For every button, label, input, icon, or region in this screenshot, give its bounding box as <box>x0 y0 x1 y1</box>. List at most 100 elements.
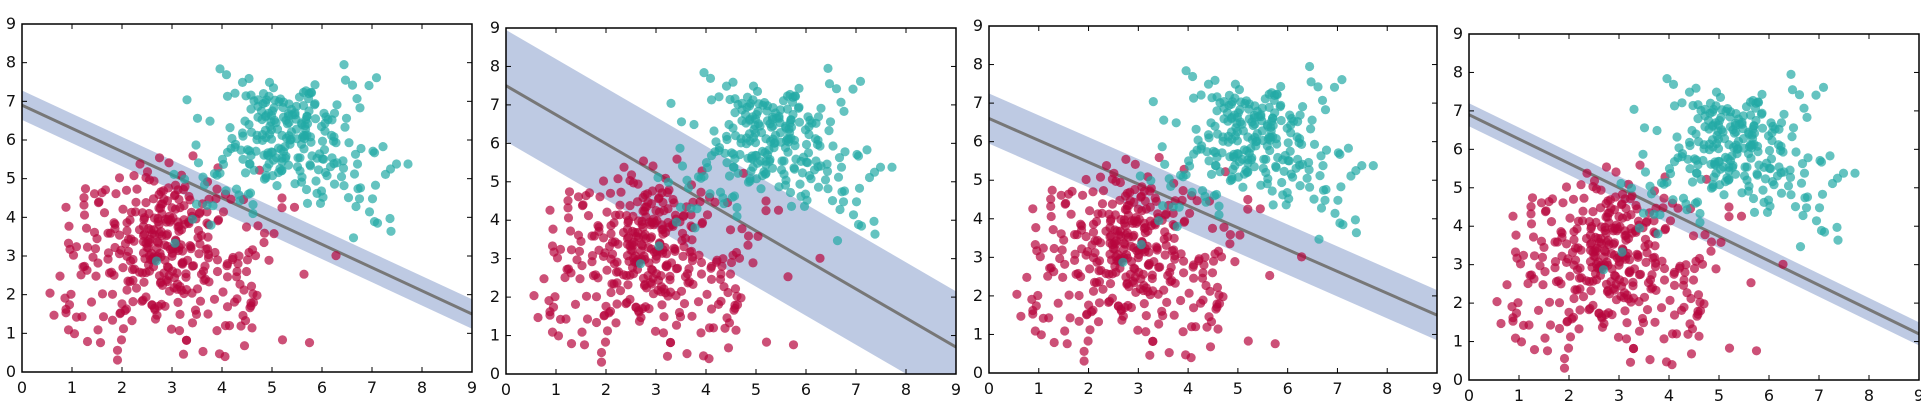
data-point <box>1028 204 1038 214</box>
data-point <box>1212 152 1222 162</box>
data-point <box>761 337 772 347</box>
data-point <box>1569 235 1579 245</box>
data-point <box>222 91 233 101</box>
data-point <box>1197 141 1207 151</box>
data-point <box>127 316 137 326</box>
data-point <box>1304 165 1314 175</box>
data-point <box>786 115 796 125</box>
data-point <box>705 189 715 199</box>
data-point <box>638 156 649 166</box>
data-point <box>142 242 152 253</box>
data-point <box>1760 174 1771 184</box>
data-point <box>1169 310 1179 320</box>
data-point <box>86 297 97 307</box>
data-point <box>822 166 833 176</box>
data-point <box>329 179 340 189</box>
data-point <box>1141 327 1151 337</box>
data-point <box>339 60 349 70</box>
data-point <box>647 186 658 196</box>
data-point <box>1700 122 1710 132</box>
data-point <box>705 73 716 83</box>
data-point <box>212 255 223 265</box>
data-point <box>319 145 330 155</box>
data-point <box>1673 203 1683 213</box>
data-point <box>1336 182 1346 192</box>
data-point <box>1773 140 1784 150</box>
y-tick-label: 9 <box>973 16 983 35</box>
data-point <box>587 251 598 261</box>
data-point <box>1292 0 1301 5</box>
data-point <box>326 0 335 5</box>
data-point <box>1241 96 1251 106</box>
data-point <box>1291 163 1301 173</box>
data-point <box>331 251 341 261</box>
data-point <box>701 158 712 168</box>
decision-boundary <box>506 84 956 349</box>
data-point <box>782 104 793 114</box>
data-point <box>1160 159 1170 169</box>
y-tick-label: 8 <box>490 56 500 75</box>
data-point <box>753 119 764 129</box>
x-tick-label: 8 <box>1864 386 1874 405</box>
data-point <box>1642 248 1652 258</box>
data-point <box>340 122 350 132</box>
data-point <box>835 204 845 215</box>
data-point <box>210 247 220 258</box>
data-point <box>1639 123 1650 133</box>
data-point <box>125 256 136 266</box>
data-point <box>311 176 321 186</box>
data-point <box>350 149 361 159</box>
data-point <box>1083 247 1093 257</box>
data-point <box>671 320 682 330</box>
data-point <box>839 186 850 196</box>
data-point <box>1604 289 1615 299</box>
data-point <box>1738 111 1749 121</box>
data-point <box>352 159 363 169</box>
data-point <box>122 285 132 295</box>
data-point <box>1764 145 1775 156</box>
x-tick-label: 0 <box>1464 386 1474 405</box>
data-point <box>1816 225 1827 236</box>
data-point <box>1796 178 1807 188</box>
data-point <box>88 252 98 262</box>
data-point <box>182 95 192 105</box>
data-point <box>1320 105 1331 115</box>
data-point <box>1620 226 1630 236</box>
y-tick-label: 0 <box>6 362 16 381</box>
x-tick-label: 0 <box>17 378 27 397</box>
data-point <box>1529 345 1540 355</box>
data-point <box>426 0 435 5</box>
data-point <box>1802 112 1812 122</box>
data-point <box>1668 195 1678 205</box>
class-a-points <box>45 0 466 365</box>
data-point <box>1101 161 1112 171</box>
data-point <box>1225 176 1235 186</box>
data-point <box>1625 357 1636 367</box>
data-point <box>641 283 652 293</box>
data-point <box>1273 152 1283 163</box>
data-point <box>132 184 142 194</box>
x-tick-label: 3 <box>1133 379 1143 398</box>
data-point <box>457 0 466 5</box>
data-point <box>1252 129 1262 139</box>
data-point <box>1572 265 1583 275</box>
data-point <box>1158 311 1168 321</box>
data-point <box>1265 270 1275 281</box>
data-point <box>679 299 690 309</box>
data-point <box>1046 194 1056 204</box>
data-point <box>244 247 254 258</box>
data-point <box>93 325 103 335</box>
y-tick-label: 0 <box>1453 370 1463 389</box>
data-point <box>710 197 720 207</box>
data-point <box>687 311 697 321</box>
data-point <box>1508 316 1518 326</box>
data-point <box>1788 123 1799 133</box>
data-point <box>1298 102 1308 112</box>
data-point <box>1639 292 1650 302</box>
data-point <box>698 351 709 361</box>
data-point <box>1092 257 1102 267</box>
data-point <box>750 138 761 148</box>
data-point <box>1659 193 1669 203</box>
data-point <box>316 186 327 196</box>
data-point <box>1621 334 1632 344</box>
